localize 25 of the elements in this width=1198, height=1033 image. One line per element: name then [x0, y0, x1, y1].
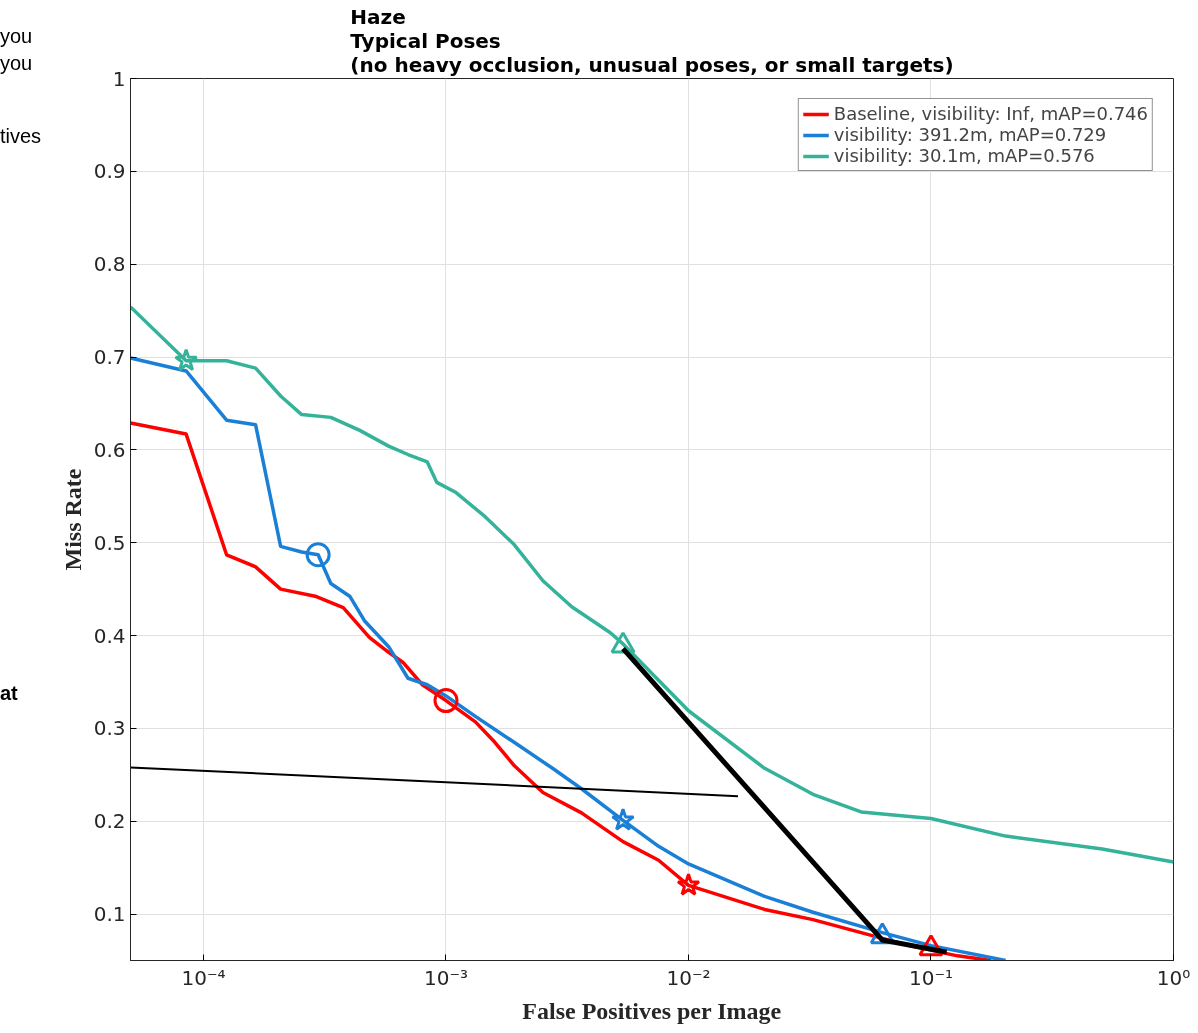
- x-tick-label: 10⁻⁴: [181, 965, 226, 990]
- y-tick-label: 1: [112, 66, 126, 91]
- text: you: [0, 24, 33, 49]
- y-tick-label: 0.3: [93, 716, 126, 741]
- y-tick-label: 0.8: [93, 252, 126, 277]
- chart-title: Haze Typical Poses (no heavy occlusion, unusual poses, or small targets): [350, 4, 954, 77]
- x-tick-label: 10⁰: [1156, 965, 1191, 990]
- y-tick-label: 0.5: [93, 530, 126, 555]
- y-tick-label: 0.4: [93, 623, 126, 648]
- y-tick-label: 0.7: [93, 345, 126, 370]
- legend-label: visibility: 30.1m, mAP=0.576: [833, 145, 1095, 166]
- y-tick-label: 0.2: [93, 809, 126, 834]
- x-tick-label: 10⁻²: [666, 965, 711, 990]
- text: tives: [0, 124, 42, 149]
- text: you: [0, 51, 33, 76]
- legend-label: visibility: 391.2m, mAP=0.729: [833, 124, 1107, 145]
- y-tick-label: 0.1: [93, 902, 126, 927]
- y-tick-label: 0.9: [93, 159, 126, 184]
- legend-label: Baseline, visibility: Inf, mAP=0.746: [833, 103, 1148, 124]
- x-tick-label: 10⁻¹: [908, 965, 954, 990]
- text: at: [0, 681, 18, 706]
- x-tick-label: 10⁻³: [423, 965, 469, 990]
- y-tick-label: 0.6: [93, 437, 126, 462]
- x-axis-title: False Positives per Image: [522, 997, 782, 1024]
- y-axis-title: Miss Rate: [59, 468, 86, 571]
